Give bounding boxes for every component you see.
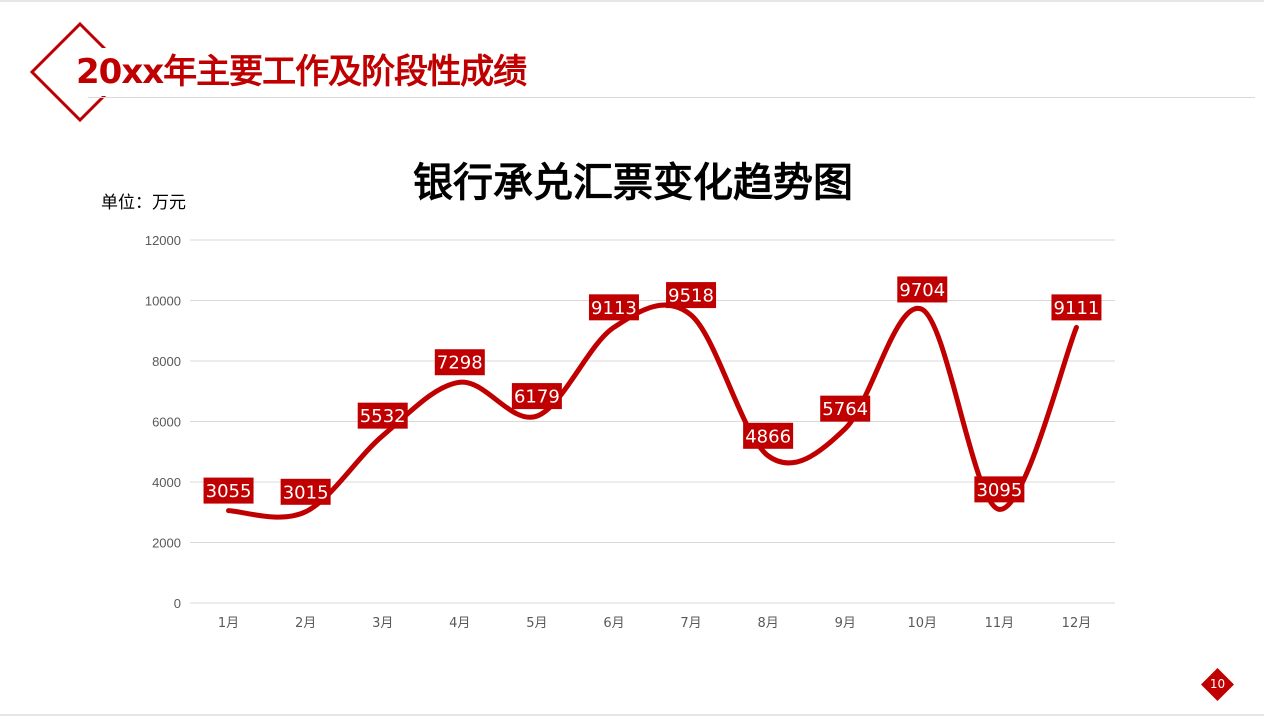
data-label: 9113 [588,294,639,321]
x-axis-labels: 1月 2月 3月 4月 5月 6月 7月 8月 9月 10月 11月 12月 [218,616,1091,631]
x-tick-label: 12月 [1062,616,1092,631]
svg-text:3015: 3015 [283,482,329,503]
y-tick-label: 4000 [152,475,181,490]
data-label: 9518 [666,282,717,309]
chart-title-text: 银行承兑汇票变化趋势图 [413,160,853,206]
y-tick-label: 10000 [145,294,181,309]
data-label: 5532 [357,402,408,429]
data-label: 6179 [511,383,562,410]
y-tick-label: 6000 [152,415,181,430]
data-label: 3015 [280,478,331,505]
svg-text:9111: 9111 [1054,298,1100,319]
page-number: 10 [1209,677,1226,691]
data-label: 7298 [434,349,485,376]
gridlines [190,239,1115,604]
data-labels: 3055 3015 5532 7298 6179 9113 9518 4866 5764 9704… [203,276,1102,505]
header-divider [88,97,1255,98]
x-tick-label: 8月 [757,616,778,631]
x-tick-label: 10月 [908,616,938,631]
svg-text:9518: 9518 [668,286,714,307]
x-tick-label: 6月 [603,616,624,631]
svg-text:5764: 5764 [822,399,868,420]
x-tick-label: 7月 [680,616,701,631]
data-label: 4866 [743,422,794,449]
svg-text:6179: 6179 [514,387,560,408]
y-tick-label: 8000 [152,354,181,369]
svg-text:3095: 3095 [976,480,1022,501]
svg-text:3055: 3055 [206,481,252,502]
svg-text:5532: 5532 [360,406,406,427]
data-label: 3095 [974,476,1025,503]
data-label: 9111 [1051,294,1102,321]
x-tick-label: 9月 [835,616,856,631]
y-tick-label: 12000 [145,233,181,248]
svg-text:9113: 9113 [591,298,637,319]
bottom-border [0,714,1264,716]
x-tick-label: 5月 [526,616,547,631]
y-axis-labels: 0 2000 4000 6000 8000 10000 12000 [145,233,181,611]
top-border [0,0,1264,2]
unit-label: 单位：万元 [101,193,186,213]
x-tick-label: 3月 [372,616,393,631]
page-number-diamond-icon [1201,668,1234,701]
x-tick-label: 2月 [295,616,316,631]
data-label: 5764 [820,395,871,422]
data-label: 3055 [203,477,254,504]
x-tick-label: 1月 [218,616,239,631]
data-label: 9704 [897,276,948,303]
series-line [226,302,1079,520]
svg-text:9704: 9704 [899,280,945,301]
x-tick-label: 4月 [449,616,470,631]
chart-title: 银行承兑汇票变化趋势图 [0,150,1264,208]
y-tick-label: 0 [174,596,181,611]
y-tick-label: 2000 [152,536,181,551]
x-tick-label: 11月 [985,616,1015,631]
svg-text:4866: 4866 [745,426,791,447]
page-title: 20xx年主要工作及阶段性成绩 [72,48,531,96]
svg-text:7298: 7298 [437,353,483,374]
